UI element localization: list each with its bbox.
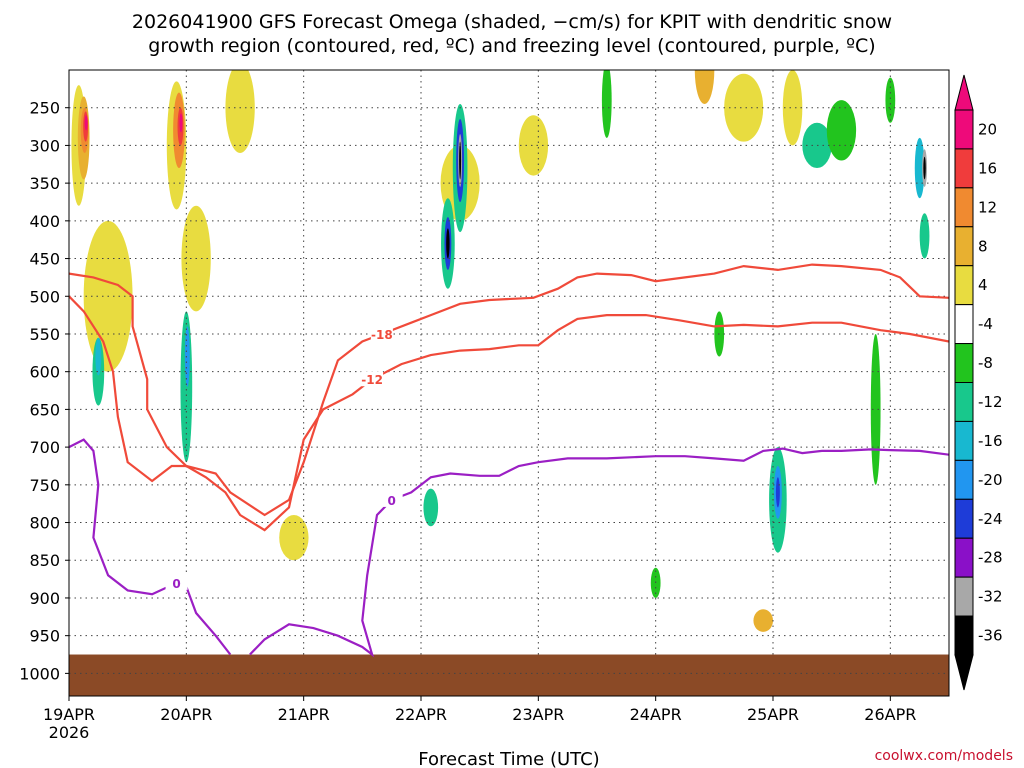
colorbar-label: 8 <box>978 237 988 255</box>
x-tick-label: 25APR <box>747 705 799 724</box>
colorbar-label: -28 <box>978 549 1003 567</box>
omega-cell <box>459 141 462 180</box>
colorbar-label: -12 <box>978 393 1003 411</box>
y-tick-label: 700 <box>29 438 60 457</box>
omega-cell <box>179 113 183 133</box>
x-tick-label: 21APR <box>278 705 330 724</box>
omega-cell <box>919 213 930 259</box>
colorbar-box <box>954 109 974 150</box>
colorbar-label: -36 <box>978 627 1003 645</box>
colorbar-box <box>954 576 974 617</box>
contour-label-bg <box>361 371 384 387</box>
temperature-contours: -18 -12 0 0 <box>69 263 949 658</box>
y-tick-label: 600 <box>29 363 60 382</box>
x-tick-label: 23APR <box>512 705 564 724</box>
omega-cell <box>518 115 549 176</box>
y-tick-label: 350 <box>29 174 60 193</box>
colorbar-label: 20 <box>978 120 997 138</box>
colorbar-label: 12 <box>978 198 997 216</box>
omega-cell <box>753 609 773 632</box>
y-tick-label: 250 <box>29 99 60 118</box>
y-tick-label: 850 <box>29 551 60 570</box>
title-line-1: 2026041900 GFS Forecast Omega (shaded, −… <box>132 11 892 33</box>
x-tick-label: 19APR <box>43 705 95 724</box>
x-tick-label: 20APR <box>160 705 212 724</box>
contour-label: 0 <box>387 494 395 508</box>
omega-cell <box>446 228 450 259</box>
colorbar-box <box>954 420 974 461</box>
colorbar-bottom-arrow <box>954 654 974 691</box>
x-tick-label: 24APR <box>630 705 682 724</box>
y-tick-label: 650 <box>29 400 60 419</box>
contour-label: 0 <box>172 577 180 591</box>
y-tick-label: 750 <box>29 476 60 495</box>
contour-label-bg <box>165 574 188 590</box>
y-tick-label: 900 <box>29 589 60 608</box>
colorbar-box <box>954 537 974 578</box>
contour-label: -12 <box>361 373 383 387</box>
colorbar-box <box>954 343 974 384</box>
omega-cell <box>923 156 926 180</box>
omega-cell <box>694 70 715 104</box>
colorbar-box <box>954 265 974 306</box>
omega-cell <box>84 115 88 131</box>
omega-cell <box>184 326 190 387</box>
y-tick-label: 1000 <box>19 664 60 683</box>
colorbar-box <box>954 148 974 189</box>
x-axis-label: Forecast Time (UTC) <box>418 749 599 768</box>
colorbar-label: -20 <box>978 471 1003 489</box>
y-tick-label: 400 <box>29 212 60 231</box>
y-tick-label: 500 <box>29 287 60 306</box>
contour-line <box>249 447 949 658</box>
colorbar-label: -16 <box>978 432 1003 450</box>
omega-cell <box>423 488 439 527</box>
colorbar: 20 16 12 8 4 -4 -8 -12 -16 -20 -24 -28 -32 -36 <box>954 74 1003 691</box>
contour-line <box>69 438 232 656</box>
omega-cell <box>724 73 764 142</box>
colorbar-box <box>954 187 974 228</box>
omega-cell <box>775 477 780 508</box>
x-tick-label: 26APR <box>864 705 916 724</box>
colorbar-box <box>954 459 974 500</box>
ground-surface <box>69 654 949 696</box>
contour-label-bg <box>380 491 403 507</box>
y-tick-label: 950 <box>29 627 60 646</box>
y-tick-label: 550 <box>29 325 60 344</box>
x-tick-label: 22APR <box>395 705 447 724</box>
colorbar-label: -32 <box>978 588 1003 606</box>
x-tick-sublabel: 2026 <box>49 723 90 742</box>
colorbar-top-arrow <box>954 74 974 111</box>
grid <box>68 70 949 674</box>
omega-cell <box>225 70 255 153</box>
colorbar-label: -4 <box>978 315 993 333</box>
colorbar-label: 4 <box>978 276 988 294</box>
contour-line <box>69 263 949 517</box>
colorbar-box <box>954 304 974 345</box>
omega-cell <box>279 514 309 561</box>
credit-text: coolwx.com/models <box>875 748 1013 764</box>
colorbar-box <box>954 226 974 267</box>
y-tick-label: 450 <box>29 250 60 269</box>
title-line-2: growth region (contoured, red, ºC) and f… <box>148 35 875 57</box>
contour-line <box>69 295 949 532</box>
omega-cell <box>782 70 803 146</box>
omega-cell <box>601 70 612 138</box>
omega-cell <box>885 77 896 123</box>
colorbar-box <box>954 615 974 656</box>
contour-label-bg <box>370 325 393 341</box>
colorbar-label: -8 <box>978 354 993 372</box>
omega-cell <box>95 337 102 376</box>
colorbar-label: -24 <box>978 510 1003 528</box>
colorbar-label: 16 <box>978 159 997 177</box>
colorbar-box <box>954 382 974 422</box>
colorbar-box <box>954 498 974 539</box>
omega-cell <box>826 100 857 161</box>
pressure-axis: 250 300 350 400 450 500 550 600 650 700 750 800 850 9… <box>19 99 69 683</box>
contour-label: -18 <box>371 328 393 342</box>
plot-frame <box>68 69 950 697</box>
y-tick-label: 300 <box>29 136 60 155</box>
y-tick-label: 800 <box>29 514 60 533</box>
